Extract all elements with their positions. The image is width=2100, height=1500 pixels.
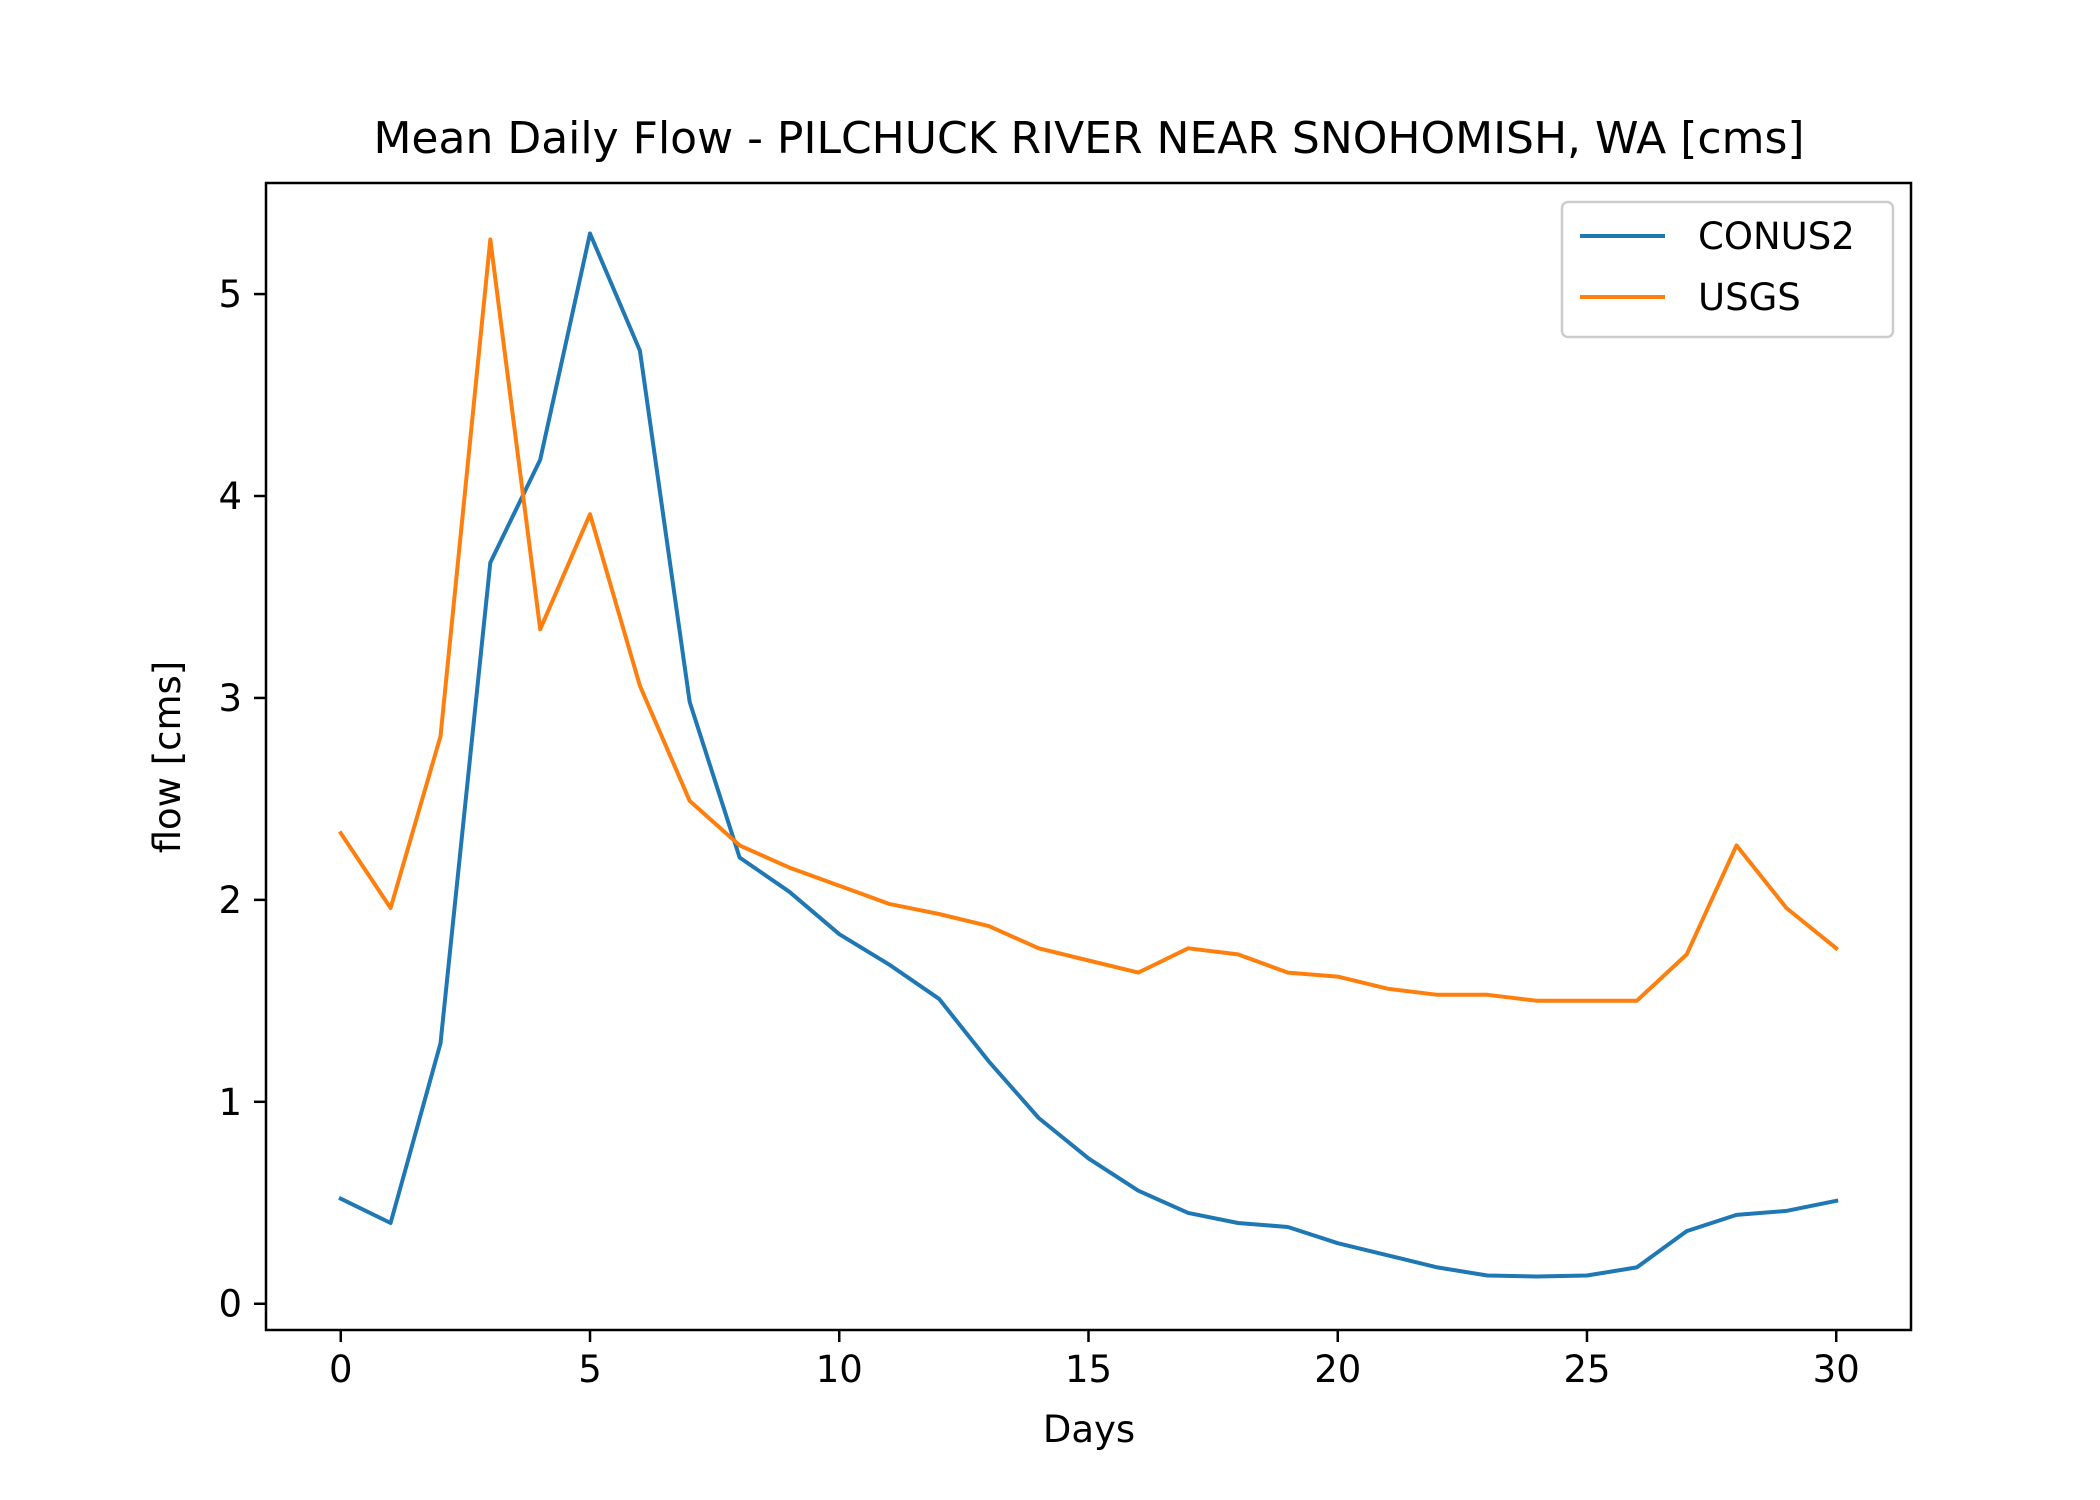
x-tick-label: 10 [816, 1348, 863, 1391]
y-tick-label: 1 [218, 1081, 242, 1124]
y-tick-label: 5 [218, 273, 242, 316]
legend-label-usgs: USGS [1698, 276, 1801, 319]
chart-title: Mean Daily Flow - PILCHUCK RIVER NEAR SN… [373, 113, 1804, 164]
series-lines [338, 231, 1840, 1279]
y-axis: 0 1 2 3 4 5 [218, 273, 266, 1326]
x-tick-label: 15 [1065, 1348, 1112, 1391]
legend: CONUS2 USGS [1560, 200, 1895, 339]
legend-label-conus2: CONUS2 [1698, 215, 1855, 258]
y-tick-label: 4 [218, 475, 242, 518]
x-axis: 0 5 10 15 20 25 30 [329, 1330, 1860, 1391]
y-tick-label: 0 [218, 1283, 242, 1326]
y-tick-label: 3 [218, 677, 242, 720]
x-tick-label: 25 [1563, 1348, 1610, 1391]
plot-area [264, 181, 1913, 1332]
x-tick-label: 30 [1813, 1348, 1860, 1391]
x-tick-label: 20 [1314, 1348, 1361, 1391]
x-axis-label: Days [1043, 1408, 1135, 1451]
x-tick-label: 5 [578, 1348, 602, 1391]
series-line-usgs [338, 237, 1840, 1003]
y-tick-label: 2 [218, 879, 242, 922]
y-axis-label: flow [cms] [146, 661, 189, 854]
series-line-conus2 [338, 231, 1839, 1279]
x-tick-label: 0 [329, 1348, 353, 1391]
